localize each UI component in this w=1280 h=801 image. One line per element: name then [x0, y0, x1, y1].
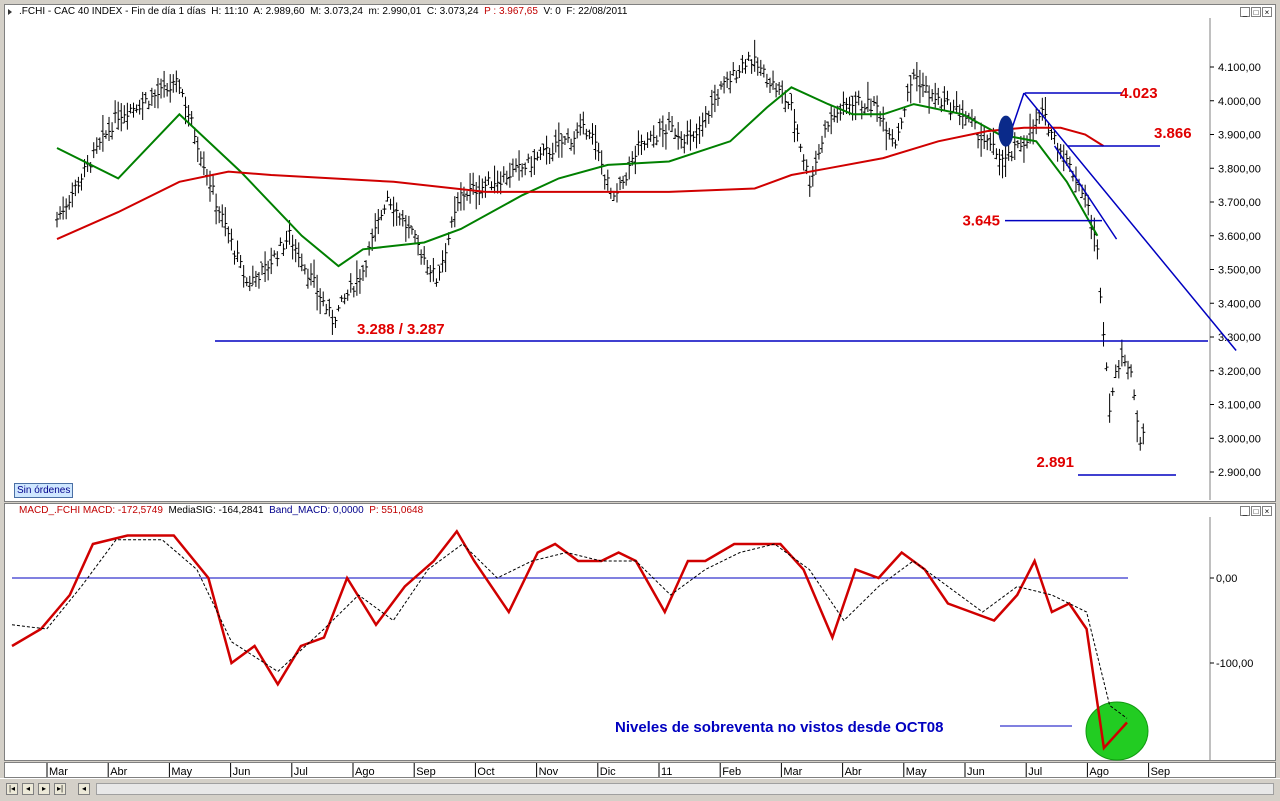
header-close: C: 3.073,24 — [426, 6, 479, 17]
close-icon[interactable]: × — [1262, 506, 1272, 516]
scroll-left-icon[interactable]: ◂ — [78, 783, 90, 795]
macd-value: MACD_.FCHI MACD: -172,5749 — [19, 505, 163, 516]
navigation-bar: |◂ ◂ ▸ ▸| ◂ — [0, 778, 1280, 801]
header-high: M: 3.073,24 — [310, 6, 363, 17]
symbol-label: .FCHI - CAC 40 INDEX - Fin de día 1 días — [19, 6, 206, 17]
header-volume: V: 0 — [543, 6, 561, 17]
next-page-icon[interactable]: ▸ — [38, 783, 50, 795]
macd-pointer-value: P: 551,0648 — [369, 505, 424, 516]
header-low: m: 2.990,01 — [368, 6, 422, 17]
panel-menu-icon[interactable] — [8, 9, 12, 15]
macd-panel: MACD_.FCHI MACD: -172,5749 MediaSIG: -16… — [4, 503, 1276, 761]
minimize-icon[interactable]: _ — [1240, 506, 1250, 516]
close-icon[interactable]: × — [1262, 7, 1272, 17]
macd-window-buttons: _ □ × — [1240, 506, 1272, 516]
first-page-icon[interactable]: |◂ — [6, 783, 18, 795]
price-header: .FCHI - CAC 40 INDEX - Fin de día 1 días… — [5, 5, 1275, 19]
header-date: F: 22/08/2011 — [566, 6, 628, 17]
horizontal-scrollbar[interactable] — [96, 783, 1274, 795]
restore-icon[interactable]: □ — [1251, 506, 1261, 516]
price-chart-panel: .FCHI - CAC 40 INDEX - Fin de día 1 días… — [4, 4, 1276, 502]
last-page-icon[interactable]: ▸| — [54, 783, 66, 795]
prev-page-icon[interactable]: ◂ — [22, 783, 34, 795]
header-pointer-price: P : 3.967,65 — [484, 6, 538, 17]
restore-icon[interactable]: □ — [1251, 7, 1261, 17]
time-axis — [4, 762, 1276, 778]
no-orders-badge[interactable]: Sin órdenes — [14, 483, 74, 498]
band-value: Band_MACD: 0,0000 — [269, 505, 364, 516]
minimize-icon[interactable]: _ — [1240, 7, 1250, 17]
macd-header: MACD_.FCHI MACD: -172,5749 MediaSIG: -16… — [5, 504, 1275, 518]
header-time: H: 11:10 — [211, 6, 249, 17]
signal-value: MediaSIG: -164,2841 — [168, 505, 264, 516]
header-open: A: 2.989,60 — [253, 6, 305, 17]
price-window-buttons: _ □ × — [1240, 7, 1272, 17]
